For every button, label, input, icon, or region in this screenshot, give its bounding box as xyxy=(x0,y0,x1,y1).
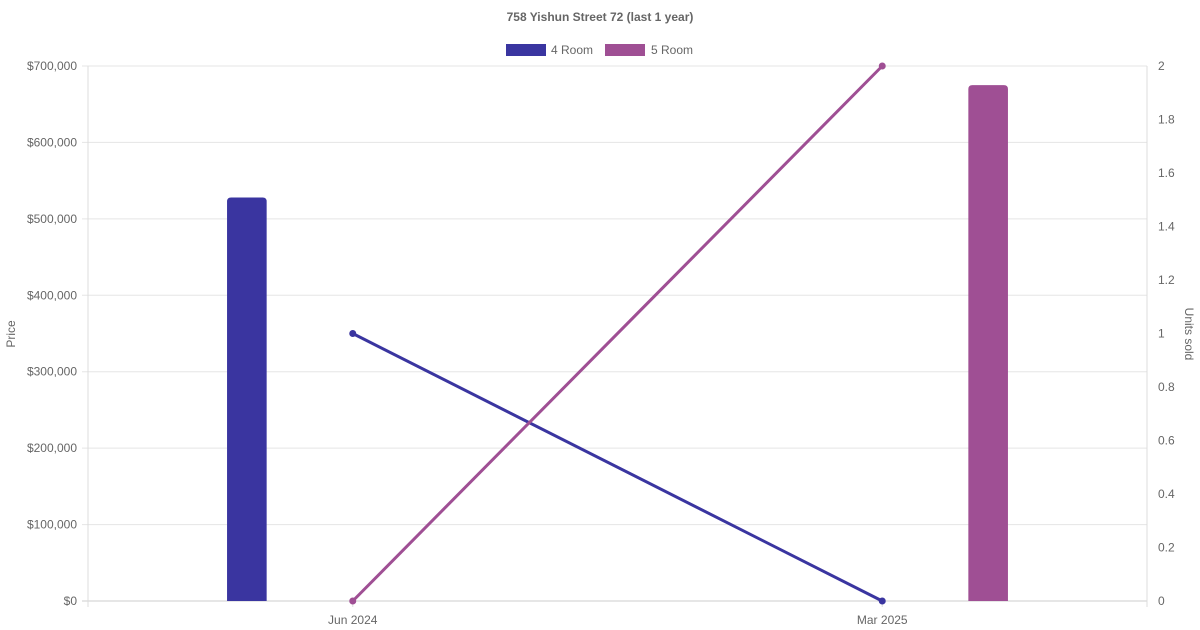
legend-swatch-5-room[interactable] xyxy=(605,44,645,56)
right-tick-label: 0.6 xyxy=(1158,434,1175,448)
left-tick-label: $400,000 xyxy=(27,288,77,302)
right-tick-label: 0 xyxy=(1158,594,1165,608)
legend-swatch-4-room[interactable] xyxy=(506,44,546,56)
right-tick-label: 0.2 xyxy=(1158,541,1175,555)
line-5-room xyxy=(351,64,884,603)
legend[interactable]: 4 Room 5 Room xyxy=(506,43,693,57)
right-tick-label: 1.6 xyxy=(1158,166,1175,180)
legend-label-4-room[interactable]: 4 Room xyxy=(551,43,593,57)
chart-title: 758 Yishun Street 72 (last 1 year) xyxy=(507,10,694,24)
left-tick-label: $600,000 xyxy=(27,135,77,149)
right-tick-label: 0.8 xyxy=(1158,380,1175,394)
right-tick-label: 1.4 xyxy=(1158,220,1175,234)
right-tick-label: 1.8 xyxy=(1158,113,1175,127)
left-tick-label: $100,000 xyxy=(27,518,77,532)
left-axis-title: Price xyxy=(4,320,18,348)
right-axis-title: Units sold xyxy=(1182,308,1196,361)
right-tick-label: 1 xyxy=(1158,327,1165,341)
bar-4-room xyxy=(227,197,267,601)
legend-label-5-room[interactable]: 5 Room xyxy=(651,43,693,57)
left-tick-label: $200,000 xyxy=(27,441,77,455)
point-5-room xyxy=(349,597,357,605)
point-4-room xyxy=(878,597,886,605)
left-tick-label: $500,000 xyxy=(27,212,77,226)
line-4-room xyxy=(352,332,883,603)
right-tick-label: 1.2 xyxy=(1158,273,1175,287)
bar-5-room xyxy=(968,85,1008,602)
bars xyxy=(227,85,1008,602)
point-5-room xyxy=(878,62,886,70)
lines xyxy=(349,62,886,605)
right-axis-ticks: 0 0.2 0.4 0.6 0.8 1 1.2 1.4 1.6 1.8 2 xyxy=(1158,59,1175,608)
right-tick-label: 0.4 xyxy=(1158,487,1175,501)
x-tick-label: Jun 2024 xyxy=(328,613,378,627)
left-tick-label: $300,000 xyxy=(27,365,77,379)
left-tick-label: $700,000 xyxy=(27,59,77,73)
left-tick-label: $0 xyxy=(64,594,78,608)
point-4-room xyxy=(349,330,357,337)
x-axis-ticks: Jun 2024 Mar 2025 xyxy=(328,613,908,627)
left-axis-ticks: $0 $100,000 $200,000 $300,000 $400,000 $500,0… xyxy=(27,59,77,608)
right-tick-label: 2 xyxy=(1158,59,1165,73)
x-tick-label: Mar 2025 xyxy=(857,613,908,627)
